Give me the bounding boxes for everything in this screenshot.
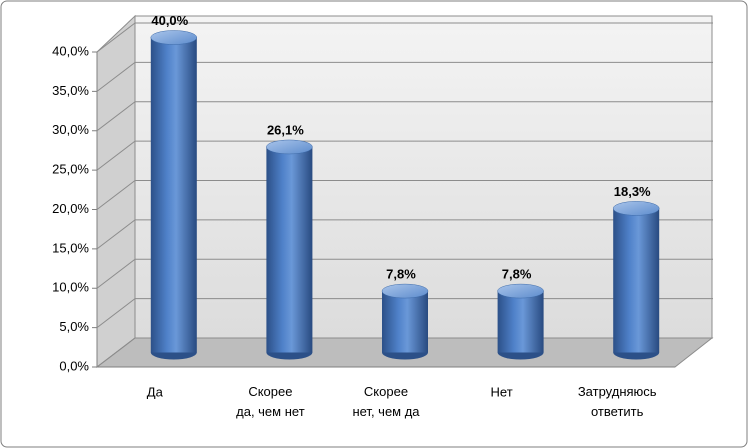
bar	[150, 37, 197, 353]
y-tick-label: 35,0%	[52, 83, 89, 98]
grid-line-side	[96, 22, 136, 53]
side-wall	[96, 14, 136, 369]
value-label: 40,0%	[151, 13, 188, 28]
bar	[613, 208, 660, 353]
bar-cap	[612, 201, 660, 216]
value-label: 18,3%	[614, 184, 651, 199]
y-tick-label: 25,0%	[52, 162, 89, 177]
value-label: 7,8%	[386, 267, 416, 282]
y-tick-label: 20,0%	[52, 201, 89, 216]
x-tick-label: Скорее да, чем нет	[236, 384, 305, 419]
y-tick-label: 0,0%	[59, 358, 89, 373]
y-tick-label: 15,0%	[52, 240, 89, 255]
x-tick-label: Нет	[491, 384, 513, 399]
grid-line-side	[96, 140, 136, 171]
bar-cap	[266, 139, 313, 155]
y-tick-label: 40,0%	[52, 43, 89, 58]
grid-line-side	[96, 298, 136, 329]
grid-line-side	[96, 180, 136, 210]
grid-line-side	[96, 337, 136, 368]
y-tick-label: 30,0%	[52, 122, 89, 137]
bar-cap	[150, 30, 198, 45]
y-tick-label: 10,0%	[52, 280, 89, 295]
x-tick-label: Затрудняюсь ответить	[578, 384, 657, 419]
value-label: 7,8%	[502, 267, 532, 282]
value-label: 26,1%	[267, 122, 304, 137]
x-tick-label: Скорее нет, чем да	[352, 384, 420, 419]
bar	[266, 146, 313, 353]
grid-line-side	[96, 219, 136, 250]
grid-line-side	[96, 101, 136, 132]
bar	[497, 291, 544, 353]
grid-line-side	[96, 258, 136, 289]
bar	[382, 291, 428, 353]
y-tick-label: 5,0%	[59, 319, 89, 334]
bar-cap	[497, 283, 544, 299]
x-tick-label: Да	[147, 384, 164, 399]
grid-line-side	[96, 61, 136, 92]
bar-cap	[381, 283, 429, 299]
